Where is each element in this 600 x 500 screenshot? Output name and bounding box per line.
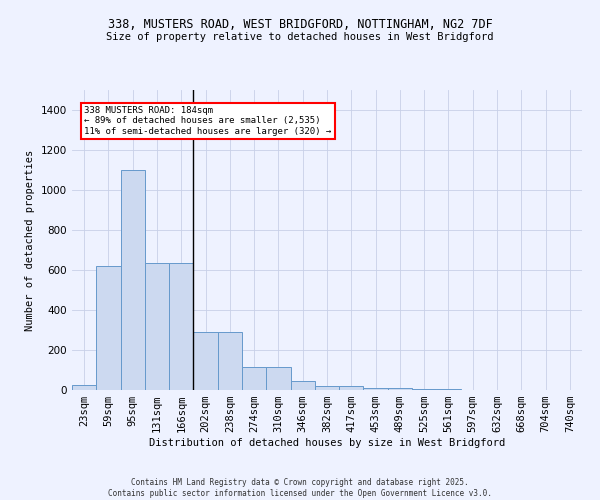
Bar (290, 381, 315, 390)
Bar (339, 386, 364, 390)
Bar (364, 388, 388, 390)
Text: 338 MUSTERS ROAD: 184sqm
← 89% of detached houses are smaller (2,535)
11% of sem: 338 MUSTERS ROAD: 184sqm ← 89% of detach… (84, 106, 331, 136)
Bar (121, 170, 145, 390)
Text: 338, MUSTERS ROAD, WEST BRIDGFORD, NOTTINGHAM, NG2 7DF: 338, MUSTERS ROAD, WEST BRIDGFORD, NOTTI… (107, 18, 493, 30)
Text: Size of property relative to detached houses in West Bridgford: Size of property relative to detached ho… (106, 32, 494, 42)
Bar (218, 332, 242, 390)
Bar (388, 388, 412, 390)
Bar (169, 263, 193, 390)
Text: Contains HM Land Registry data © Crown copyright and database right 2025.
Contai: Contains HM Land Registry data © Crown c… (108, 478, 492, 498)
Y-axis label: Number of detached properties: Number of detached properties (25, 150, 35, 330)
Bar (242, 367, 266, 390)
Bar (72, 385, 96, 390)
X-axis label: Distribution of detached houses by size in West Bridgford: Distribution of detached houses by size … (149, 438, 505, 448)
Bar (193, 332, 218, 390)
Bar (96, 266, 121, 390)
Bar (266, 367, 290, 390)
Bar (412, 389, 436, 390)
Bar (145, 263, 169, 390)
Bar (436, 389, 461, 390)
Bar (315, 386, 339, 390)
